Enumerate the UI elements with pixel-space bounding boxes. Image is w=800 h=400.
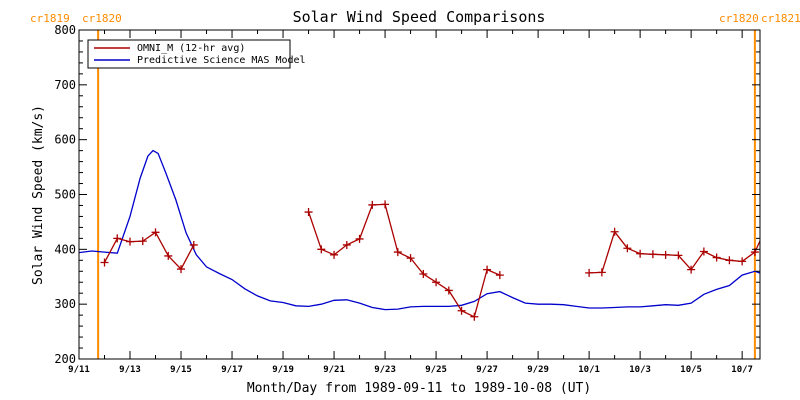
x-tick-label: 10/1: [578, 365, 600, 375]
x-axis-label: Month/Day from 1989-09-11 to 1989-10-08 …: [247, 381, 591, 396]
data-point-omni: [393, 248, 402, 257]
carrington-label-cr1821: cr1821: [761, 12, 800, 25]
series-line-omni: [307, 203, 501, 318]
data-point-omni: [661, 250, 670, 259]
data-point-omni: [189, 240, 198, 249]
x-tick-label: 9/23: [374, 365, 396, 375]
data-point-omni: [699, 247, 708, 256]
data-point-omni: [432, 278, 441, 287]
data-point-omni: [483, 265, 492, 274]
data-point-omni: [330, 250, 339, 259]
data-point-omni: [355, 234, 364, 243]
data-point-omni: [151, 228, 160, 237]
data-point-omni: [687, 265, 696, 274]
data-point-omni: [495, 271, 504, 280]
data-point-omni: [623, 244, 632, 253]
data-point-omni: [738, 257, 747, 266]
x-tick-label: 9/27: [476, 365, 498, 375]
carrington-label-cr1820-right: cr1820: [719, 12, 759, 25]
y-tick-label: 400: [54, 242, 76, 256]
data-point-omni: [126, 237, 135, 246]
data-point-omni: [113, 234, 122, 243]
data-point-omni: [406, 254, 415, 263]
x-tick-label: 9/15: [170, 365, 192, 375]
plot-area: [79, 30, 784, 359]
data-point-omni: [381, 200, 390, 209]
x-tick-label: 10/3: [629, 365, 651, 375]
axes: 200 300 400 500 600 700 800 9/11 9/13 9/15 9/17 9/1…: [54, 23, 761, 375]
legend-label-omni: OMNI_M (12-hr avg): [137, 43, 245, 54]
x-tick-label: 9/25: [425, 365, 447, 375]
series-line-omni: [589, 230, 760, 274]
x-tick-label: 10/7: [731, 365, 753, 375]
chart-title: Solar Wind Speed Comparisons: [293, 8, 546, 26]
data-point-omni: [470, 312, 479, 321]
data-point-omni: [648, 250, 657, 259]
series-line-mas-model: [79, 149, 760, 311]
x-tick-label: 10/5: [680, 365, 702, 375]
y-axis-label: Solar Wind Speed (km/s): [31, 105, 46, 285]
legend: OMNI_M (12-hr avg) Predictive Science MA…: [87, 39, 306, 69]
x-tick-label: 9/13: [119, 365, 141, 375]
data-point-omni: [317, 245, 326, 254]
data-point-omni: [164, 251, 173, 260]
data-point-omni: [342, 240, 351, 249]
data-point-omni: [674, 251, 683, 260]
data-point-omni: [776, 235, 784, 243]
y-tick-label: 300: [54, 297, 76, 311]
data-point-omni: [419, 270, 428, 279]
data-point-omni: [304, 208, 313, 217]
y-tick-label: 200: [54, 352, 76, 366]
legend-label-model: Predictive Science MAS Model: [137, 55, 306, 66]
data-point-omni: [764, 220, 772, 228]
data-point-omni: [725, 256, 734, 265]
data-point-omni: [457, 306, 466, 315]
data-point-omni: [712, 253, 721, 262]
y-tick-label: 500: [54, 188, 76, 202]
data-point-omni: [444, 286, 453, 295]
data-point-omni: [177, 265, 186, 274]
plot-inner: [79, 30, 784, 359]
data-point-omni: [585, 268, 594, 277]
carrington-label-cr1819: cr1819: [30, 12, 70, 25]
data-point-omni: [100, 258, 109, 267]
x-tick-label: 9/21: [323, 365, 345, 375]
x-tick-label: 9/11: [68, 365, 90, 375]
plot-frame: [78, 29, 761, 360]
carrington-label-cr1820-left: cr1820: [82, 12, 122, 25]
y-tick-label: 700: [54, 78, 76, 92]
data-point-omni: [636, 249, 645, 258]
y-tick-label: 600: [54, 133, 76, 147]
x-tick-label: 9/17: [221, 365, 243, 375]
data-point-omni: [368, 200, 377, 209]
legend-box: [87, 39, 291, 69]
x-tick-label: 9/29: [527, 365, 549, 375]
x-tick-label: 9/19: [272, 365, 294, 375]
data-point-omni: [138, 237, 147, 246]
data-point-omni: [610, 227, 619, 236]
data-point-omni: [597, 268, 606, 277]
y-tick-label: 800: [54, 23, 76, 37]
